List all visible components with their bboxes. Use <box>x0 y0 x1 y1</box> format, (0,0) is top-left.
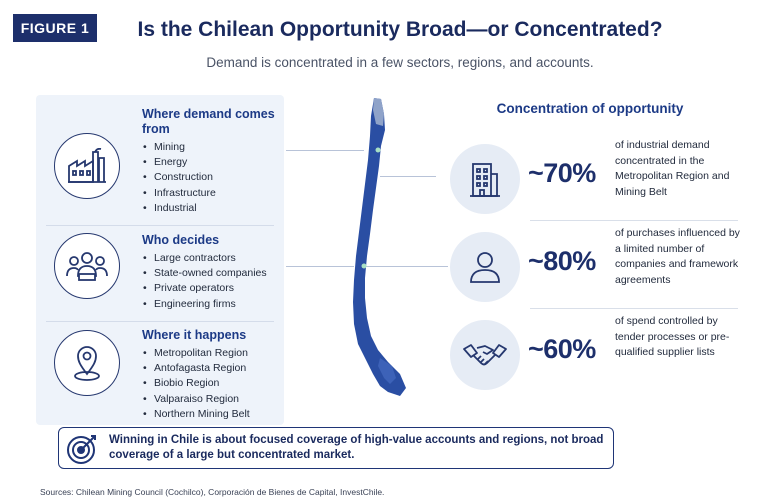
section-list: Mining Energy Construction Infrastructur… <box>142 140 282 216</box>
office-building-icon <box>450 144 520 214</box>
list-item: Energy <box>142 155 282 170</box>
section-heading: Where it happens <box>142 328 247 342</box>
stat-description: of industrial demand concentrated in the… <box>615 139 730 198</box>
list-item: Construction <box>142 170 282 185</box>
list-item: Northern Mining Belt <box>142 407 282 422</box>
callout-box: Winning in Chile is about focused covera… <box>58 427 614 469</box>
right-title: Concentration of opportunity <box>496 101 684 116</box>
stat-row: ~70% of industrial demand concentrated i… <box>448 138 738 226</box>
list-item: Metropolitan Region <box>142 346 282 361</box>
section-list: Large contractors State-owned companies … <box>142 251 282 312</box>
list-item: Valparaiso Region <box>142 392 282 407</box>
list-item: Engineering firms <box>142 297 282 312</box>
list-item: Private operators <box>142 281 282 296</box>
divider <box>46 321 274 322</box>
chile-map <box>353 98 406 396</box>
list-item: Large contractors <box>142 251 282 266</box>
page-title: Is the Chilean Opportunity Broad—or Conc… <box>137 18 663 41</box>
page-subtitle: Demand is concentrated in a few sectors,… <box>206 55 594 70</box>
section-list: Metropolitan Region Antofagasta Region B… <box>142 346 282 422</box>
callout-text: Winning in Chile is about focused covera… <box>109 434 604 461</box>
figure-label: FIGURE 1 <box>13 14 97 42</box>
handshake-icon <box>450 320 520 390</box>
stat-value: ~60% <box>528 334 596 364</box>
stat-row: ~80% of purchases influenced by a limite… <box>448 226 740 314</box>
connector-line <box>286 150 364 151</box>
factory-icon <box>54 133 120 199</box>
list-item: Industrial <box>142 201 282 216</box>
stat-description: of spend controlled by tender processes … <box>615 315 730 358</box>
list-item: State-owned companies <box>142 266 282 281</box>
location-pin-icon <box>54 330 120 396</box>
left-panel: Where demand comes from Mining Energy Co… <box>36 95 284 425</box>
stat-value: ~80% <box>528 246 596 276</box>
divider <box>46 225 274 226</box>
stat-value: ~70% <box>528 158 596 188</box>
divider <box>530 308 738 309</box>
person-icon <box>450 232 520 302</box>
connector-line <box>366 266 448 267</box>
list-item: Mining <box>142 140 282 155</box>
section-heading: Who decides <box>142 233 220 247</box>
stat-description: of purchases influenced by a limited num… <box>615 227 740 286</box>
divider <box>530 220 738 221</box>
target-icon <box>67 435 96 464</box>
sources-note: Sources: Chilean Mining Council (Cochilc… <box>40 487 385 497</box>
connector-line <box>380 176 436 177</box>
list-item: Antofagasta Region <box>142 361 282 376</box>
list-item: Biobio Region <box>142 376 282 391</box>
connector-line <box>286 266 354 267</box>
section-heading: Where demand comes from <box>142 107 275 136</box>
list-item: Infrastructure <box>142 186 282 201</box>
people-group-icon <box>54 233 120 299</box>
stat-row: ~60% of spend controlled by tender proce… <box>448 314 738 402</box>
